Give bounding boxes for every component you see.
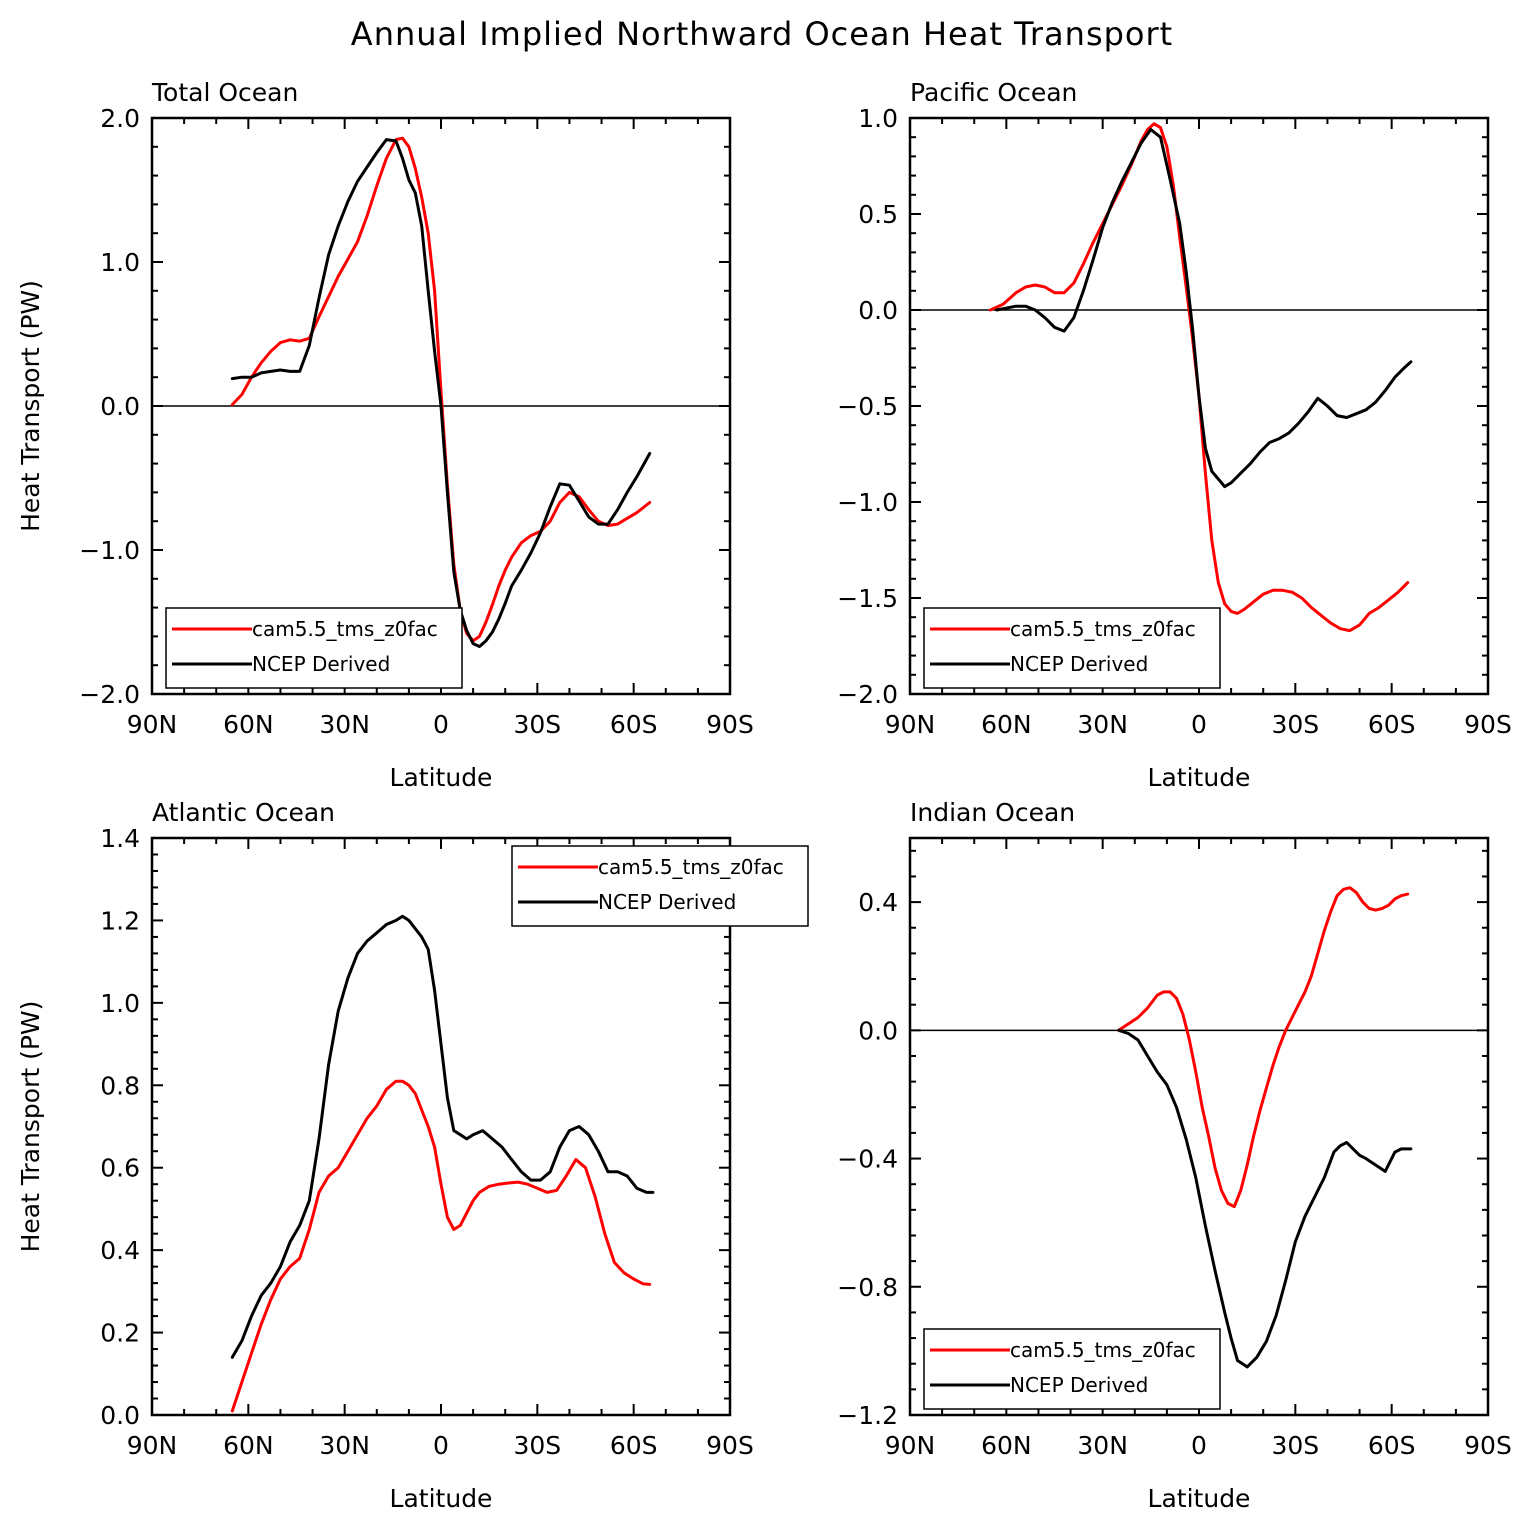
panel-title: Indian Ocean: [910, 798, 1075, 827]
series-line-ncep: [1117, 1028, 1413, 1369]
y-tick-label: −2.0: [79, 680, 140, 709]
y-tick-label: −1.5: [837, 584, 898, 613]
x-tick-label: 30S: [1271, 710, 1319, 739]
x-tick-label: 60N: [223, 710, 274, 739]
x-tick-label: 30N: [319, 1431, 370, 1460]
legend-box: [511, 845, 809, 927]
y-tick-label: 0.6: [100, 1154, 140, 1183]
legend: cam5.5_tms_z0fac NCEP Derived: [511, 845, 809, 927]
y-tick-label: 1.0: [858, 104, 898, 133]
x-tick-label: 30S: [1271, 1431, 1319, 1460]
legend-label: NCEP Derived: [598, 890, 736, 914]
y-tick-label: −1.2: [837, 1401, 898, 1430]
y-tick-label: −0.4: [837, 1145, 898, 1174]
y-tick-label: 0.0: [858, 1016, 898, 1045]
y-tick-label: 1.0: [100, 248, 140, 277]
y-tick-label: −0.8: [837, 1273, 898, 1302]
series-line-model: [230, 136, 652, 643]
legend-label: cam5.5_tms_z0fac: [252, 617, 438, 641]
x-tick-label: 60N: [981, 1431, 1032, 1460]
legend-label: NCEP Derived: [1010, 652, 1148, 676]
y-tick-label: 0.2: [100, 1319, 140, 1348]
figure-title: Annual Implied Northward Ocean Heat Tran…: [351, 15, 1173, 53]
panel-title: Atlantic Ocean: [152, 798, 335, 827]
y-tick-label: 0.0: [100, 1401, 140, 1430]
y-tick-label: 0.0: [100, 392, 140, 421]
panel-4: Indian Ocean 90N 60N 30N 0 30S 60S 90S −1.2 −0.8 −…: [837, 798, 1512, 1513]
x-tick-label: 90S: [706, 710, 754, 739]
series-line-model: [230, 1079, 652, 1413]
y-tick-label: 0.4: [100, 1236, 140, 1265]
series-line-model: [1117, 886, 1410, 1209]
legend: cam5.5_tms_z0fac NCEP Derived: [165, 607, 463, 689]
x-tick-label: 0: [433, 710, 449, 739]
y-tick-label: 2.0: [100, 104, 140, 133]
x-tick-label: 60N: [223, 1431, 274, 1460]
x-tick-label: 90N: [885, 1431, 936, 1460]
legend-label: cam5.5_tms_z0fac: [1010, 617, 1196, 641]
x-tick-label: 60S: [610, 1431, 658, 1460]
x-axis-label: Latitude: [1148, 763, 1251, 792]
x-tick-label: 30N: [1077, 710, 1128, 739]
legend: cam5.5_tms_z0fac NCEP Derived: [923, 607, 1221, 689]
x-tick-label: 30S: [513, 1431, 561, 1460]
panel-1: Total Ocean 90N 60N 30N 0 30S 60S 90S −2.0 −1.0 0.…: [16, 78, 754, 792]
panel-title: Total Ocean: [151, 78, 298, 107]
y-tick-label: 0.5: [858, 200, 898, 229]
panel-2: Pacific Ocean 90N 60N 30N 0 30S 60S 90S −2.0 −1.5…: [837, 78, 1512, 792]
x-tick-label: 60S: [1368, 710, 1416, 739]
x-tick-label: 0: [1191, 1431, 1207, 1460]
y-tick-label: −1.0: [79, 536, 140, 565]
y-tick-label: 0.0: [858, 296, 898, 325]
x-tick-label: 90S: [1464, 710, 1512, 739]
x-tick-label: 30S: [513, 710, 561, 739]
x-tick-label: 30N: [319, 710, 370, 739]
legend-label: NCEP Derived: [252, 652, 390, 676]
panels: Total Ocean 90N 60N 30N 0 30S 60S 90S −2.0 −1.0 0.…: [16, 78, 1512, 1513]
panel-title: Pacific Ocean: [910, 78, 1077, 107]
x-tick-label: 60N: [981, 710, 1032, 739]
y-tick-label: 0.8: [100, 1071, 140, 1100]
x-tick-label: 90S: [706, 1431, 754, 1460]
y-tick-label: −1.0: [837, 488, 898, 517]
y-tick-label: −0.5: [837, 392, 898, 421]
legend-box: [165, 607, 463, 689]
x-axis-label: Latitude: [390, 763, 493, 792]
x-axis-label: Latitude: [390, 1484, 493, 1513]
x-tick-label: 30N: [1077, 1431, 1128, 1460]
tick-marks: [151, 837, 731, 1416]
y-tick-label: 1.2: [100, 906, 140, 935]
y-tick-label: 1.4: [100, 824, 140, 853]
x-tick-label: 90N: [885, 710, 936, 739]
x-tick-label: 90N: [127, 710, 178, 739]
panel-3: Atlantic Ocean 90N 60N 30N 0 30S 60S 90S 0.0 0.2 0…: [16, 798, 809, 1513]
x-tick-label: 0: [433, 1431, 449, 1460]
y-tick-label: 1.0: [100, 989, 140, 1018]
y-axis-label: Heat Transport (PW): [16, 280, 45, 532]
y-tick-label: 0.4: [858, 888, 898, 917]
legend: cam5.5_tms_z0fac NCEP Derived: [923, 1328, 1221, 1410]
x-tick-label: 0: [1191, 710, 1207, 739]
series-line-model: [988, 122, 1410, 633]
series-line-ncep: [995, 128, 1413, 489]
legend-box: [923, 1328, 1221, 1410]
tick-marks: [909, 117, 1489, 695]
y-tick-label: −2.0: [837, 680, 898, 709]
legend-label: cam5.5_tms_z0fac: [598, 855, 784, 879]
legend-box: [923, 607, 1221, 689]
series-line-ncep: [230, 914, 655, 1359]
x-tick-label: 60S: [1368, 1431, 1416, 1460]
legend-label: NCEP Derived: [1010, 1373, 1148, 1397]
legend-label: cam5.5_tms_z0fac: [1010, 1338, 1196, 1362]
series-line-ncep: [230, 138, 652, 648]
x-tick-label: 90N: [127, 1431, 178, 1460]
x-tick-label: 60S: [610, 710, 658, 739]
x-tick-label: 90S: [1464, 1431, 1512, 1460]
y-axis-label: Heat Transport (PW): [16, 1001, 45, 1253]
x-axis-label: Latitude: [1148, 1484, 1251, 1513]
